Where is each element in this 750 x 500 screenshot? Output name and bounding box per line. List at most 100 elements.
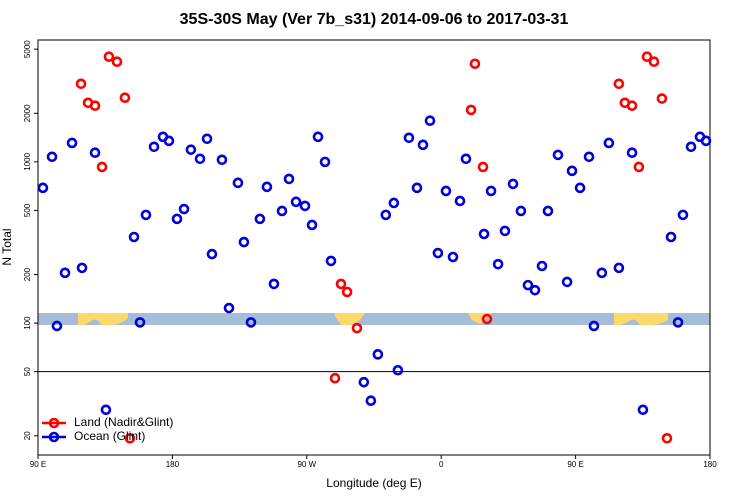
point xyxy=(306,219,318,231)
y-tick-label: 50 xyxy=(23,367,32,376)
point xyxy=(325,255,337,267)
point xyxy=(478,228,490,240)
point xyxy=(75,78,87,90)
point xyxy=(626,100,638,112)
point xyxy=(424,115,436,127)
point xyxy=(232,177,244,189)
point xyxy=(685,141,697,153)
point xyxy=(440,185,452,197)
point xyxy=(613,262,625,274)
point xyxy=(596,267,608,279)
point xyxy=(276,205,288,217)
point xyxy=(163,135,175,147)
point xyxy=(588,320,600,332)
point xyxy=(268,278,280,290)
point xyxy=(656,93,668,104)
point xyxy=(216,154,228,166)
point xyxy=(677,209,689,221)
y-axis-label: N Total xyxy=(0,228,14,265)
y-tick-label: 100 xyxy=(23,316,32,330)
point xyxy=(341,286,353,298)
point xyxy=(261,181,273,193)
point xyxy=(111,56,123,68)
legend-marker xyxy=(48,417,60,429)
point xyxy=(329,372,341,384)
x-tick-label: 90 E xyxy=(567,460,583,469)
x-tick-label: 90 W xyxy=(297,460,316,469)
point xyxy=(140,209,152,221)
point xyxy=(128,231,140,243)
point xyxy=(51,320,63,332)
point xyxy=(499,225,511,237)
point xyxy=(672,317,684,328)
legend-marker xyxy=(48,431,60,443)
point xyxy=(96,161,108,173)
point xyxy=(148,141,160,153)
point xyxy=(403,132,415,144)
point xyxy=(319,156,331,168)
point xyxy=(388,197,400,209)
point xyxy=(89,147,101,158)
y-tick-label: 200 xyxy=(23,267,32,281)
point xyxy=(626,147,638,158)
y-tick-label: 2000 xyxy=(23,104,32,122)
point xyxy=(566,165,578,177)
point xyxy=(481,313,493,325)
point xyxy=(245,317,257,328)
point xyxy=(637,404,649,416)
point xyxy=(536,260,548,272)
y-tick-label: 5000 xyxy=(23,40,32,58)
point xyxy=(134,317,146,328)
point xyxy=(380,209,392,221)
point xyxy=(613,78,625,90)
point xyxy=(283,173,295,185)
point xyxy=(633,161,645,173)
point xyxy=(351,322,363,334)
point xyxy=(201,133,213,145)
point xyxy=(372,349,384,360)
point xyxy=(335,278,347,290)
point xyxy=(100,404,112,416)
point xyxy=(700,135,712,147)
point xyxy=(417,139,429,151)
point xyxy=(465,104,477,116)
x-tick-label: 180 xyxy=(166,460,180,469)
point xyxy=(603,137,615,149)
x-tick-label: 0 xyxy=(439,460,444,469)
point xyxy=(661,432,673,444)
point xyxy=(529,284,541,296)
point xyxy=(583,151,595,163)
point xyxy=(59,267,71,279)
point xyxy=(206,248,218,260)
point xyxy=(552,149,564,161)
point xyxy=(561,276,573,288)
point xyxy=(89,100,101,112)
x-axis-label: Longitude (deg E) xyxy=(326,476,421,490)
point xyxy=(37,182,49,194)
point xyxy=(469,58,481,70)
point xyxy=(542,205,554,217)
point xyxy=(178,203,190,215)
y-tick-label: 1000 xyxy=(23,152,32,170)
point xyxy=(76,262,88,274)
point xyxy=(648,56,660,68)
point xyxy=(365,395,377,407)
point xyxy=(124,432,136,444)
x-tick-label: 180 xyxy=(703,460,717,469)
point xyxy=(238,236,250,248)
point xyxy=(103,51,115,63)
point xyxy=(641,51,653,63)
point xyxy=(492,258,504,270)
point xyxy=(119,92,131,104)
point xyxy=(171,213,183,225)
point xyxy=(447,251,459,263)
point xyxy=(290,196,302,208)
point xyxy=(254,213,266,225)
x-tick-label: 90 E xyxy=(30,460,46,469)
point xyxy=(507,178,519,190)
point xyxy=(432,247,444,259)
point xyxy=(358,376,370,388)
y-tick-label: 20 xyxy=(23,431,32,440)
point xyxy=(574,182,586,194)
point xyxy=(454,195,466,207)
